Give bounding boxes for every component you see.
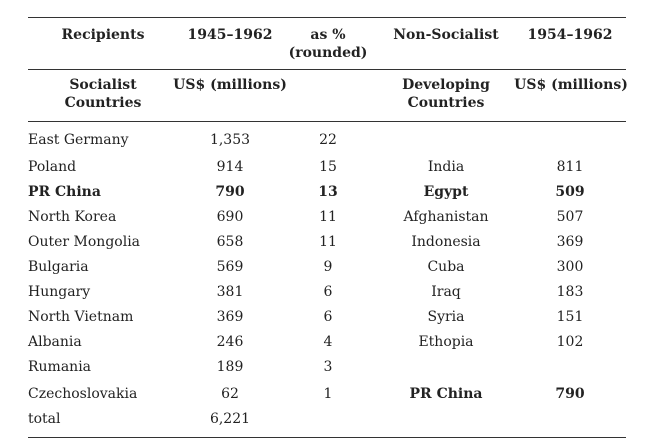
country-name: East Germany	[28, 132, 129, 148]
pct-value: 1	[323, 386, 333, 402]
developing-country-name: PR China	[409, 386, 483, 402]
developing-usd-value: 509	[555, 184, 585, 200]
header-usd-1: US$ (millions)	[173, 77, 287, 93]
header-non-socialist: Non-Socialist	[393, 27, 499, 43]
usd-value: 6,221	[209, 411, 251, 427]
developing-usd-value: 369	[556, 234, 584, 250]
country-name: North Korea	[28, 209, 117, 225]
developing-usd-value: 183	[556, 284, 584, 300]
header-pct: as % (rounded)	[288, 27, 368, 61]
pct-value: 4	[323, 334, 333, 350]
developing-country-name: Iraq	[431, 284, 461, 300]
pct-value: 11	[319, 209, 337, 225]
header-usd-2: US$ (millions)	[514, 77, 628, 93]
pct-value: 13	[318, 184, 338, 200]
country-name: Poland	[28, 159, 77, 175]
pct-value: 11	[319, 234, 337, 250]
developing-usd-value: 300	[556, 259, 584, 275]
developing-usd-value: 507	[556, 209, 584, 225]
bottom-rule	[28, 437, 626, 438]
header-recipients: Recipients	[61, 27, 145, 43]
country-name: Czechoslovakia	[28, 386, 138, 402]
country-name: North Vietnam	[28, 309, 134, 325]
developing-country-name: Egypt	[423, 184, 469, 200]
header-developing-countries: Developing Countries	[402, 77, 490, 111]
usd-value: 381	[216, 284, 244, 300]
pct-value: 9	[323, 259, 333, 275]
developing-country-name: Syria	[427, 309, 465, 325]
usd-value: 246	[216, 334, 244, 350]
header-period-1: 1945–1962	[187, 27, 273, 43]
developing-country-name: Cuba	[427, 259, 465, 275]
header-bottom-rule	[28, 121, 626, 122]
header-period-2: 1954–1962	[527, 27, 613, 43]
pct-value: 22	[319, 132, 337, 148]
pct-value: 3	[323, 359, 333, 375]
mid-rule	[28, 69, 626, 70]
country-name: Rumania	[28, 359, 92, 375]
developing-usd-value: 102	[556, 334, 584, 350]
header-socialist-countries: Socialist Countries	[64, 77, 142, 111]
developing-country-name: Afghanistan	[403, 209, 489, 225]
usd-value: 569	[216, 259, 244, 275]
pct-value: 6	[323, 284, 333, 300]
top-rule	[28, 17, 626, 18]
developing-country-name: Ethopia	[418, 334, 474, 350]
country-name: Albania	[28, 334, 82, 350]
usd-value: 914	[216, 159, 244, 175]
pct-value: 15	[319, 159, 337, 175]
country-name: Hungary	[28, 284, 91, 300]
developing-country-name: India	[427, 159, 465, 175]
pct-value: 6	[323, 309, 333, 325]
developing-usd-value: 790	[555, 386, 585, 402]
developing-usd-value: 151	[556, 309, 584, 325]
usd-value: 658	[216, 234, 244, 250]
usd-value: 369	[216, 309, 244, 325]
usd-value: 189	[216, 359, 244, 375]
country-name: Bulgaria	[28, 259, 89, 275]
country-name: total	[28, 411, 61, 427]
country-name: PR China	[28, 184, 101, 200]
country-name: Outer Mongolia	[28, 234, 141, 250]
usd-value: 690	[216, 209, 244, 225]
developing-country-name: Indonesia	[411, 234, 481, 250]
usd-value: 790	[215, 184, 245, 200]
usd-value: 62	[221, 386, 239, 402]
developing-usd-value: 811	[556, 159, 584, 175]
usd-value: 1,353	[209, 132, 251, 148]
